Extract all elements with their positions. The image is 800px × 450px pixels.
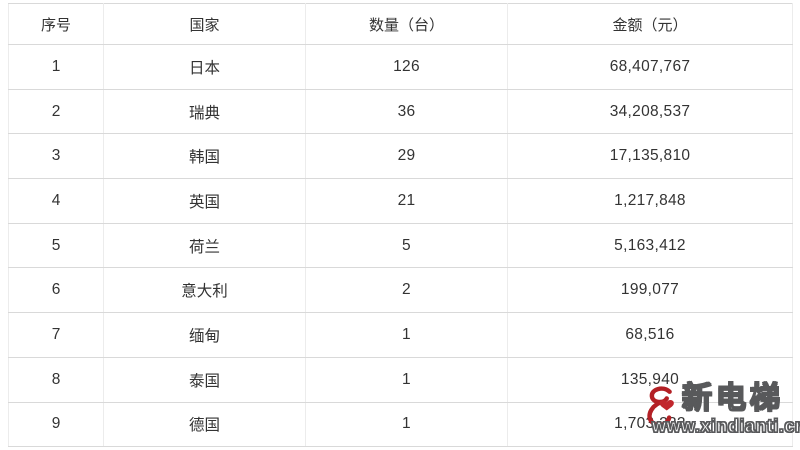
cell-amount: 5,163,412 [507,222,793,269]
cell-country: 英国 [103,178,306,224]
table-row: 1 日本 126 68,407,767 [8,44,793,90]
cell-country: 德国 [103,401,306,448]
table-row: 5 荷兰 5 5,163,412 [8,222,793,269]
cell-serial: 9 [8,401,104,448]
cell-amount: 17,135,810 [507,133,793,180]
cell-serial: 1 [8,44,104,90]
cell-serial: 4 [8,178,104,224]
column-header-quantity: 数量（台） [305,3,508,45]
cell-quantity: 1 [305,356,508,403]
column-header-serial: 序号 [8,3,104,45]
cell-country: 泰国 [103,356,306,403]
cell-country: 日本 [103,44,306,90]
cell-amount: 135,940 [507,356,793,403]
cell-quantity: 5 [305,222,508,269]
cell-quantity: 2 [305,267,508,314]
table-row: 2 瑞典 36 34,208,537 [8,88,793,135]
cell-quantity: 126 [305,44,508,90]
cell-country: 缅甸 [103,312,306,358]
table-row: 7 缅甸 1 68,516 [8,312,793,358]
column-header-country: 国家 [103,3,306,45]
cell-amount: 34,208,537 [507,88,793,135]
cell-country: 韩国 [103,133,306,180]
header-row: 序号 国家 数量（台） 金额（元） [8,3,793,45]
cell-serial: 2 [8,88,104,135]
country-amount-table: 序号 国家 数量（台） 金额（元） 1 日本 126 68,407,767 2 … [8,3,793,448]
column-header-amount: 金额（元） [507,3,793,45]
cell-quantity: 29 [305,133,508,180]
cell-amount: 1,703,232 [507,401,793,448]
cell-country: 意大利 [103,267,306,314]
cell-quantity: 1 [305,401,508,448]
table-body: 1 日本 126 68,407,767 2 瑞典 36 34,208,537 3… [8,44,793,448]
table-row: 8 泰国 1 135,940 [8,356,793,403]
cell-amount: 1,217,848 [507,178,793,224]
cell-amount: 199,077 [507,267,793,314]
cell-country: 荷兰 [103,222,306,269]
cell-serial: 5 [8,222,104,269]
cell-quantity: 21 [305,178,508,224]
table-header: 序号 国家 数量（台） 金额（元） [8,3,793,45]
cell-amount: 68,407,767 [507,44,793,90]
cell-quantity: 1 [305,312,508,358]
table-row: 4 英国 21 1,217,848 [8,178,793,224]
table-row: 9 德国 1 1,703,232 [8,401,793,448]
cell-country: 瑞典 [103,88,306,135]
cell-serial: 3 [8,133,104,180]
cell-quantity: 36 [305,88,508,135]
cell-serial: 6 [8,267,104,314]
table-row: 6 意大利 2 199,077 [8,267,793,314]
cell-serial: 8 [8,356,104,403]
cell-serial: 7 [8,312,104,358]
cell-amount: 68,516 [507,312,793,358]
table-row: 3 韩国 29 17,135,810 [8,133,793,180]
